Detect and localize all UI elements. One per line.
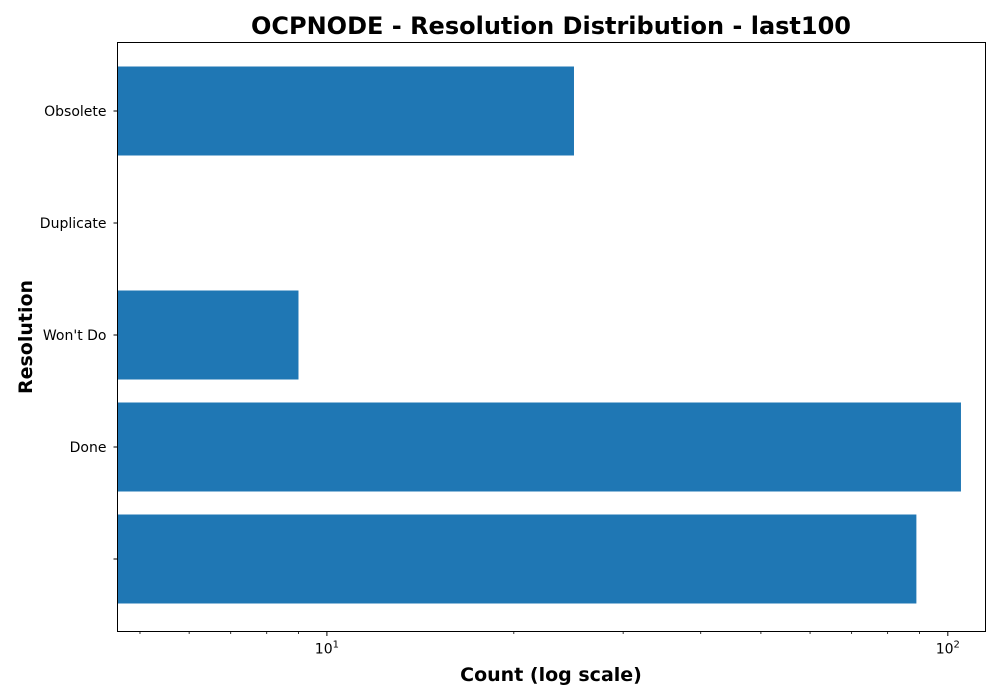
bar-obsolete — [117, 66, 574, 156]
y-tick-label: Done — [70, 440, 107, 456]
y-tick-label: Duplicate — [40, 216, 107, 232]
y-tick-label: Won't Do — [43, 328, 107, 344]
y-tick-label: Obsolete — [44, 104, 106, 120]
y-axis-title: Resolution — [15, 280, 37, 394]
bars-group — [117, 66, 961, 604]
chart-title: OCPNODE - Resolution Distribution - last… — [251, 12, 851, 40]
plot-frame — [117, 42, 986, 632]
x-tick-label: 101 — [315, 640, 339, 658]
x-axis-ticks: 101 102 — [139, 631, 960, 658]
y-axis-ticks: Done Won't Do Duplicate Obsolete — [40, 104, 118, 560]
x-axis-title: Count (log scale) — [460, 664, 642, 686]
bar-done — [117, 402, 961, 492]
bar-won-t-do — [117, 290, 299, 380]
x-tick-label: 102 — [936, 640, 960, 658]
bar-blank — [117, 514, 917, 604]
